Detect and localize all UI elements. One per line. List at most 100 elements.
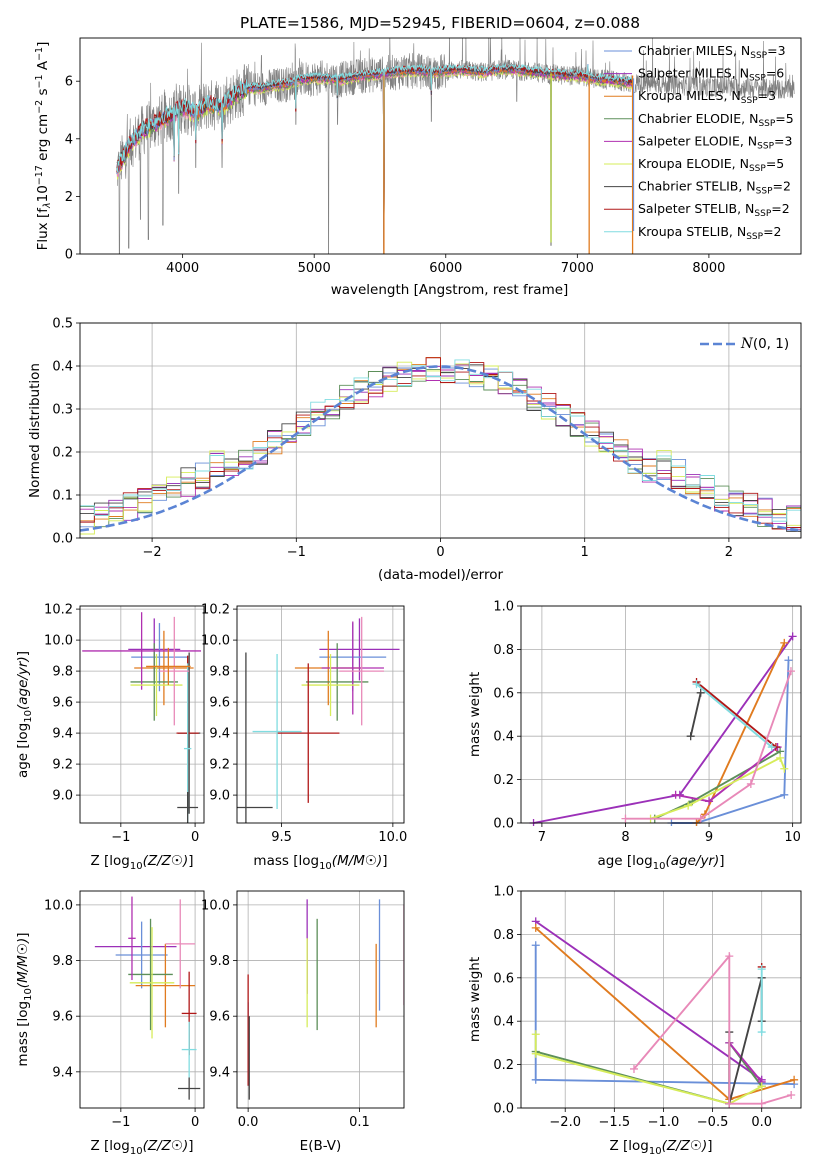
label-part: s: [35, 88, 51, 99]
legend-entry: Chabrier MILES, NSSP=3: [638, 43, 786, 61]
y-tick-label: 9.8: [209, 954, 230, 969]
errorbar-point: [237, 652, 273, 823]
label-part: ]: [707, 1138, 712, 1154]
series-marker: [684, 801, 693, 810]
y-tick-label: 9.6: [52, 1010, 73, 1025]
errorbar-point: [165, 899, 196, 989]
y-tick-label: 9.8: [52, 954, 73, 969]
label-part: Z [log: [609, 1138, 648, 1154]
legend-tail: =2: [773, 179, 791, 194]
legend-text: Salpeter STELIB, N: [638, 201, 754, 216]
label-part: ]: [35, 42, 51, 47]
y-tick-label: 9.0: [52, 789, 73, 804]
label-part: (Z/Z☉): [662, 1138, 708, 1154]
x-tick-label: −2.0: [549, 1115, 581, 1130]
series-marker: [692, 680, 701, 689]
y-tick-label: 0.0: [52, 532, 73, 547]
x-axis-label: Z [log10(Z/Z☉)]: [609, 1138, 712, 1157]
label-sub: 10: [23, 988, 34, 1001]
label-part: (age/yr): [15, 656, 31, 710]
label-part: ]: [188, 853, 193, 869]
y-axis-label: mass weight: [467, 957, 483, 1042]
errorbar-point: [146, 647, 191, 686]
y-tick-label: 1.0: [493, 885, 514, 900]
legend-text: Chabrier STELIB, N: [638, 179, 756, 194]
label-part: mass [log: [253, 853, 319, 869]
y-tick-label: 0.2: [493, 1058, 514, 1073]
axes-frame: [520, 605, 802, 824]
label-part: age [log: [15, 723, 31, 778]
x-tick-label: 9.5: [271, 830, 292, 845]
histogram-series: [80, 357, 801, 538]
y-tick-label: 9.4: [52, 1065, 73, 1080]
age_z-panel: −1 09.09.29.49.69.810.010.2Z [log10(Z/Z☉)…: [15, 603, 205, 872]
y-tick-label: 9.6: [209, 696, 230, 711]
legend-text: Salpeter MILES, N: [638, 66, 749, 81]
weight-series-line: [692, 680, 776, 752]
x-tick-label: 5000: [298, 261, 331, 276]
y-tick-label: 9.8: [52, 665, 73, 680]
label-sub: 10: [319, 861, 332, 872]
y-axis-label: Flux [fλ10−17 erg cm−2 s−1 A−1]: [34, 42, 53, 251]
x-axis-label: Z [log10(Z/Z☉)]: [90, 1138, 193, 1157]
errorbars: [247, 899, 404, 1100]
x-axis-label: Z [log10(Z/Z☉)]: [90, 853, 193, 872]
errorbar-point: [181, 1021, 197, 1078]
legend-entry: Kroupa MILES, NSSP=3: [638, 88, 776, 106]
label-part: erg cm: [35, 114, 51, 165]
model-spectrum-line: [116, 62, 634, 254]
label-part: mass [log: [15, 1001, 31, 1067]
y-tick-label: 0.5: [52, 317, 73, 332]
series-line: [695, 683, 773, 748]
label-part: ]: [719, 853, 724, 869]
legend-entry: Chabrier STELIB, NSSP=2: [638, 179, 791, 197]
legend-tail: =5: [766, 156, 784, 171]
y-tick-label: 10.0: [201, 634, 230, 649]
label-sub: 10: [130, 861, 143, 872]
legend-text: Chabrier ELODIE, N: [638, 111, 758, 126]
series-marker: [531, 1075, 540, 1084]
label-part: −17: [34, 165, 45, 185]
y-tick-label: 9.8: [209, 665, 230, 680]
y-tick-label: 9.6: [209, 1010, 230, 1025]
series-marker: [621, 814, 630, 823]
errorbar-point: [178, 1077, 201, 1100]
errorbar-point: [131, 623, 188, 692]
x-tick-label: 10: [784, 830, 801, 845]
axes-frame: [79, 890, 205, 1109]
y-tick-label: 0.4: [52, 360, 73, 375]
weight_z-panel: −2.0 −1.5 −1.0 −0.5 0.0 0.0 0.2 0.4 0.6 0.8 1.0 Z […: [467, 885, 802, 1157]
legend-text: Salpeter ELODIE, N: [638, 133, 757, 148]
x-tick-label: 7000: [561, 261, 594, 276]
series-marker: [696, 688, 705, 697]
y-tick-label: 0.8: [493, 928, 514, 943]
label-sub: 10: [653, 861, 666, 872]
series-marker: [780, 790, 789, 799]
histograms: [80, 356, 801, 538]
legend-entry: Kroupa STELIB, NSSP=2: [638, 224, 782, 242]
y-axis-label: age [log10(age/yr)]: [15, 651, 34, 778]
errorbars: [82, 612, 202, 823]
x-tick-label: 0: [191, 830, 199, 845]
label-part: ]: [15, 932, 31, 937]
series-line: [535, 920, 763, 1081]
y-tick-label: 9.4: [209, 727, 230, 742]
errorbar-point: [306, 643, 369, 721]
figure-title: PLATE=1586, MJD=52945, FIBERID=0604, z=0…: [240, 14, 640, 32]
x-tick-label: 8000: [692, 261, 725, 276]
weight-series: [531, 917, 799, 1108]
y-axis-label: mass [log10(M/M☉)]: [15, 932, 34, 1066]
legend-text: N: [740, 336, 754, 352]
spectrum-lines: [116, 38, 795, 254]
label-part: A: [35, 60, 51, 74]
errorbars: [94, 896, 201, 1100]
y-tick-label: 4: [65, 132, 73, 147]
legend-entry: Salpeter MILES, NSSP=6: [638, 66, 784, 84]
label-part: Z [log: [90, 853, 129, 869]
label-part: (age/yr): [665, 853, 719, 869]
weight-series-line: [629, 952, 796, 1108]
y-axis-label: mass weight: [467, 672, 483, 757]
series-marker: [767, 743, 776, 752]
legend-sub: SSP: [756, 187, 773, 197]
